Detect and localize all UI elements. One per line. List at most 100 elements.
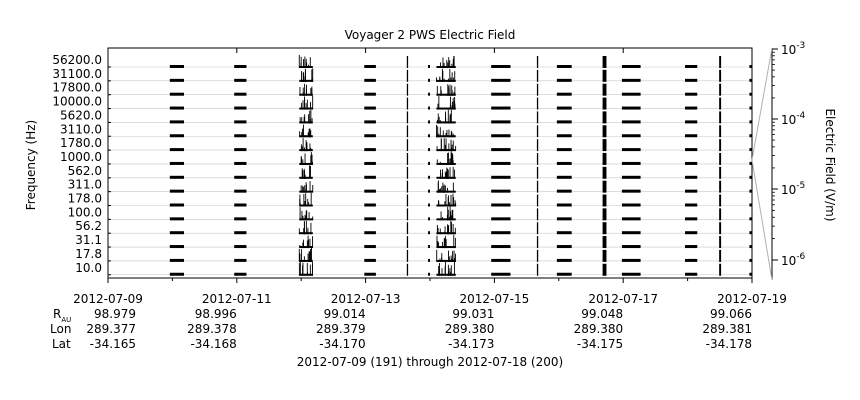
data-block-mark xyxy=(234,78,247,82)
data-block-mark xyxy=(169,106,184,110)
data-spike-mark xyxy=(406,166,409,179)
data-block-mark xyxy=(556,245,572,249)
data-spike-mark xyxy=(602,263,607,276)
frequency-tick-label: 3110.0 xyxy=(60,122,102,136)
data-spike-mark xyxy=(406,69,409,82)
data-burst-base xyxy=(299,93,306,96)
data-spike-mark xyxy=(602,83,607,96)
data-block-mark xyxy=(364,148,376,152)
data-block-mark xyxy=(234,148,247,152)
data-spike-mark xyxy=(602,166,607,179)
data-spike-mark xyxy=(719,236,722,249)
data-block-mark xyxy=(556,272,572,276)
data-block-mark xyxy=(621,272,641,276)
data-block-mark xyxy=(428,106,430,110)
data-burst-base xyxy=(304,246,313,249)
data-block-mark xyxy=(685,175,698,179)
data-block-mark xyxy=(685,120,698,124)
data-block-mark xyxy=(556,231,572,235)
frequency-tick-label: 311.0 xyxy=(68,178,102,192)
data-spike-mark xyxy=(536,83,539,96)
data-block-mark xyxy=(491,231,511,235)
data-burst-base xyxy=(304,107,313,110)
colorbar-tick-label: 10-5 xyxy=(781,181,805,197)
data-spike-mark xyxy=(406,111,409,124)
data-block-mark xyxy=(749,92,752,96)
data-block-mark xyxy=(685,217,698,221)
data-block-mark xyxy=(491,134,511,138)
data-block-mark xyxy=(491,258,511,262)
data-block-mark xyxy=(621,78,641,82)
data-block-mark xyxy=(364,65,376,68)
data-spike-mark xyxy=(602,97,607,110)
data-block-mark xyxy=(621,258,641,262)
data-block-mark xyxy=(169,189,184,193)
data-block-mark xyxy=(234,189,247,193)
data-block-mark xyxy=(749,161,752,165)
data-spike-mark xyxy=(536,111,539,124)
data-spike-mark xyxy=(406,263,409,276)
data-burst-base xyxy=(436,79,456,82)
data-block-mark xyxy=(621,120,641,124)
data-block-mark xyxy=(364,203,376,207)
colorbar: 10-310-410-510-6 xyxy=(751,41,806,281)
data-block-mark xyxy=(428,245,430,249)
colorbar-tick-base: 10 xyxy=(781,113,796,127)
data-block-mark xyxy=(556,161,572,165)
data-spike-mark xyxy=(536,56,539,68)
frequency-tick-label: 31.1 xyxy=(75,233,102,247)
data-spike-mark xyxy=(719,249,722,262)
data-burst-base xyxy=(299,218,306,221)
colorbar-label-group: Electric Field (V/m) xyxy=(823,108,837,221)
data-spike-mark xyxy=(406,249,409,262)
colorbar-tick-base: 10 xyxy=(781,183,796,197)
data-marks xyxy=(169,54,752,276)
data-spike-mark xyxy=(536,208,539,221)
data-burst-base xyxy=(436,162,456,165)
data-burst-base xyxy=(304,135,313,138)
data-block-mark xyxy=(749,217,752,221)
data-block-mark xyxy=(621,217,641,221)
data-block-mark xyxy=(491,106,511,110)
data-block-mark xyxy=(556,92,572,96)
data-block-mark xyxy=(428,189,430,193)
data-spike-mark xyxy=(406,194,409,207)
ephemeris-lat-value: -34.173 xyxy=(448,337,494,351)
data-block-mark xyxy=(749,65,752,68)
data-spike-mark xyxy=(536,263,539,276)
data-burst-base xyxy=(436,135,456,138)
data-spike-mark xyxy=(719,125,722,138)
data-block-mark xyxy=(685,245,698,249)
data-spike-mark xyxy=(602,194,607,207)
data-spike-mark xyxy=(719,139,722,152)
data-spike-mark xyxy=(536,166,539,179)
data-block-mark xyxy=(621,106,641,110)
data-block-mark xyxy=(364,78,376,82)
data-spike-mark xyxy=(406,56,409,68)
colorbar-tick-exponent: -6 xyxy=(796,252,805,262)
data-burst-base xyxy=(304,79,313,82)
data-burst-base xyxy=(304,66,313,68)
data-spike-mark xyxy=(406,152,409,165)
data-block-mark xyxy=(364,231,376,235)
colorbar-tick-label: 10-3 xyxy=(781,41,805,57)
data-block-mark xyxy=(621,175,641,179)
data-block-mark xyxy=(234,258,247,262)
data-block-mark xyxy=(556,120,572,124)
frequency-tick-label: 5620.0 xyxy=(60,108,102,122)
data-block-mark xyxy=(234,134,247,138)
data-spike-mark xyxy=(602,69,607,82)
data-spike-mark xyxy=(719,166,722,179)
data-block-mark xyxy=(364,258,376,262)
data-burst-base xyxy=(299,135,306,138)
y-axis-label: Frequency (Hz) xyxy=(24,120,38,211)
data-burst-base xyxy=(436,66,456,68)
data-spike-mark xyxy=(406,139,409,152)
data-block-mark xyxy=(364,92,376,96)
ephemeris-r-value: 98.979 xyxy=(94,307,136,321)
data-block-mark xyxy=(234,161,247,165)
colorbar-guide-top xyxy=(751,47,773,161)
data-block-mark xyxy=(556,65,572,68)
data-burst-base xyxy=(299,162,306,165)
data-block-mark xyxy=(234,175,247,179)
